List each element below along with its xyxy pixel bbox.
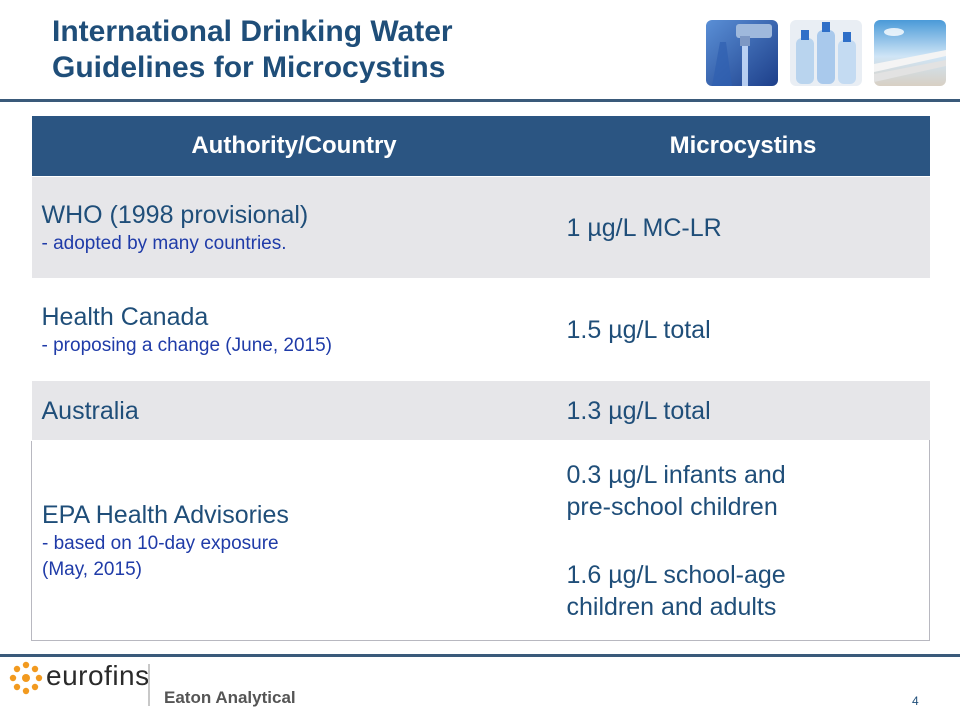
page-number: 4 (912, 694, 919, 708)
value-cell: 1.3 µg/L total (556, 380, 930, 441)
header-authority: Authority/Country (31, 116, 557, 177)
authority-cell: Health Canada - proposing a change (June… (31, 278, 557, 381)
eurofins-logo-icon (8, 660, 44, 696)
photo-pipes-icon (874, 20, 946, 86)
logo-subtext: Eaton Analytical (164, 688, 296, 707)
authority-cell: Australia (31, 380, 557, 441)
authority-name: EPA Health Advisories (42, 500, 289, 529)
authority-cell: EPA Health Advisories - based on 10-day … (31, 440, 557, 641)
value-text: 1.5 µg/L total (566, 315, 711, 344)
value-text: 0.3 µg/L infants and (566, 460, 786, 489)
authority-note: - based on 10-day exposure (42, 532, 279, 554)
value-cell: 1 µg/L MC-LR (556, 176, 930, 279)
table-row: Health Canada - proposing a change (June… (31, 278, 930, 381)
logo-divider (148, 664, 150, 706)
value-text: pre-school children (566, 492, 778, 521)
authority-name: Australia (41, 396, 139, 425)
footer-divider (0, 654, 960, 657)
value-text: 1 µg/L MC-LR (566, 213, 722, 242)
authority-cell: WHO (1998 provisional) - adopted by many… (31, 176, 557, 279)
guidelines-table: Authority/Country Microcystins WHO (1998… (31, 116, 930, 641)
table-row: EPA Health Advisories - based on 10-day … (31, 440, 930, 641)
authority-name: WHO (1998 provisional) (41, 200, 309, 229)
authority-note: (May, 2015) (42, 558, 142, 580)
photo-bottles-icon (790, 20, 862, 86)
eurofins-logo-text: eurofins (46, 660, 150, 691)
table-row: WHO (1998 provisional) - adopted by many… (31, 176, 930, 279)
table-header-row: Authority/Country Microcystins (31, 116, 930, 177)
value-text: 1.6 µg/L school-age (566, 560, 786, 589)
value-cell: 1.5 µg/L total (556, 278, 930, 381)
authority-name: Health Canada (41, 302, 209, 331)
authority-note: - proposing a change (June, 2015) (41, 334, 332, 356)
header-divider (0, 99, 960, 102)
table-row: Australia 1.3 µg/L total (31, 380, 930, 441)
title-line: International Drinking Water (52, 15, 453, 48)
value-text: 1.3 µg/L total (566, 396, 711, 425)
title-line: Guidelines for Microcystins (52, 51, 446, 84)
value-cell: 0.3 µg/L infants and pre-school children… (556, 440, 930, 641)
value-text: children and adults (566, 592, 777, 621)
header-microcystins: Microcystins (556, 116, 930, 177)
slide-title: International Drinking Water Guidelines … (52, 14, 612, 86)
authority-note: - adopted by many countries. (41, 232, 287, 254)
photo-faucet-icon (706, 20, 778, 86)
